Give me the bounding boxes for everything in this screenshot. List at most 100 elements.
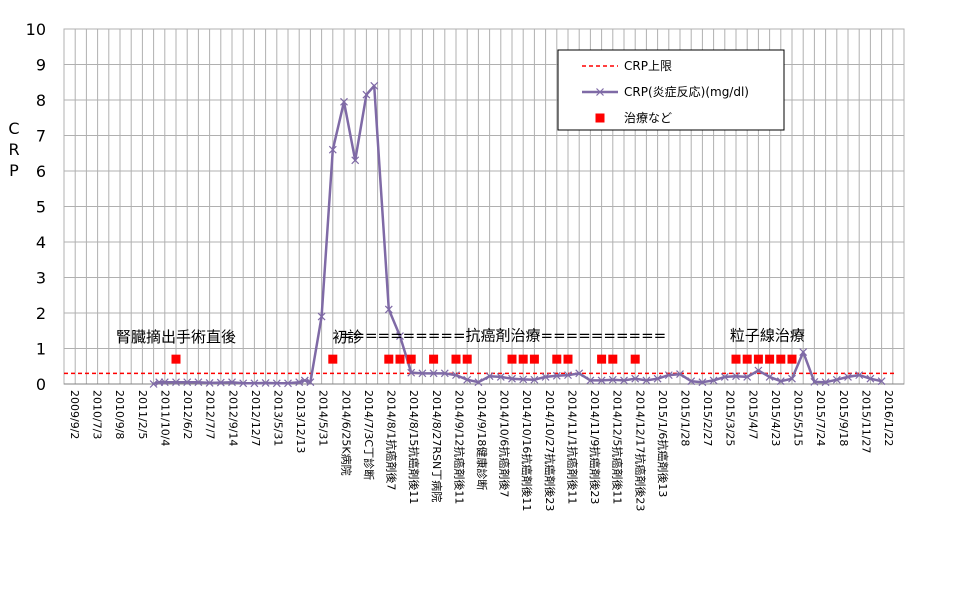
x-tick-label: 2014/11/1抗癌剤後11 bbox=[565, 390, 579, 504]
treatment-marker bbox=[507, 354, 517, 364]
crp-point bbox=[597, 376, 606, 385]
crp-point bbox=[855, 371, 864, 380]
annotation-label: ==========抗癌剤治療========== bbox=[340, 326, 666, 344]
crp-point bbox=[676, 370, 684, 378]
x-tick-label: 2013/5/31 bbox=[272, 390, 285, 446]
y-tick-label: 3 bbox=[36, 269, 46, 288]
crp-point bbox=[183, 378, 192, 387]
crp-point bbox=[351, 156, 360, 165]
crp-point bbox=[698, 378, 707, 387]
crp-point bbox=[519, 375, 528, 384]
x-tick-label: 2014/10/6抗癌剤後7 bbox=[498, 390, 512, 497]
y-tick-label: 7 bbox=[36, 127, 46, 146]
crp-point bbox=[384, 305, 393, 314]
x-tick-label: 2014/12/17抗癌剤後23 bbox=[633, 390, 647, 511]
x-tick-label: 2014/12/5抗癌剤後11 bbox=[611, 390, 625, 504]
x-tick-label: 2012/12/7 bbox=[249, 390, 262, 446]
y-tick-label: 9 bbox=[36, 56, 46, 75]
treatment-marker bbox=[753, 354, 763, 364]
crp-point bbox=[631, 374, 640, 383]
crp-point bbox=[541, 372, 550, 381]
x-tick-label: 2015/5/15 bbox=[792, 390, 805, 446]
annotation-label: 腎臓摘出手術直後 bbox=[116, 328, 236, 346]
crp-point bbox=[575, 369, 584, 378]
crp-point bbox=[709, 376, 718, 385]
treatment-marker bbox=[462, 354, 472, 364]
crp-point bbox=[552, 371, 561, 380]
x-tick-label: 2015/4/7 bbox=[746, 390, 759, 439]
crp-point bbox=[160, 378, 169, 387]
legend: CRP上限 CRP(炎症反応)(mg/dl) 治療など bbox=[557, 49, 785, 131]
x-axis-tick-labels: 2009/9/2 2010/7/3 2010/9/8 2011/2/5 2011/10/… bbox=[68, 390, 895, 511]
crp-point bbox=[530, 375, 539, 384]
crp-point bbox=[664, 371, 673, 380]
crp-point bbox=[799, 348, 808, 356]
x-tick-label: 2014/11/9抗癌剤後23 bbox=[588, 390, 602, 504]
legend-label-treatment: 治療など bbox=[624, 111, 672, 125]
treatment-marker bbox=[171, 354, 181, 364]
annotation-label: 粒子線治療 bbox=[730, 326, 805, 344]
x-tick-label: 2010/7/3 bbox=[91, 390, 104, 439]
crp-point bbox=[205, 379, 214, 387]
crp-point bbox=[300, 376, 309, 385]
crp-point bbox=[877, 377, 886, 386]
crp-point bbox=[155, 378, 164, 387]
y-tick-label: 6 bbox=[36, 162, 46, 181]
crp-point bbox=[216, 378, 225, 387]
treatment-marker bbox=[563, 354, 573, 364]
crp-point bbox=[440, 369, 449, 378]
crp-point bbox=[810, 377, 819, 386]
x-tick-label: 2015/3/25 bbox=[724, 390, 737, 446]
treatment-series bbox=[171, 354, 797, 364]
crp-point bbox=[474, 378, 483, 387]
crp-point bbox=[272, 379, 281, 388]
x-tick-label: 2011/2/5 bbox=[136, 390, 149, 439]
crp-point bbox=[284, 379, 292, 388]
treatment-marker bbox=[529, 354, 539, 364]
crp-point bbox=[370, 81, 379, 90]
crp-point bbox=[228, 378, 236, 387]
crp-point bbox=[452, 371, 460, 380]
x-tick-label: 2015/9/18 bbox=[837, 390, 850, 446]
crp-point bbox=[362, 90, 371, 99]
x-tick-label: 2012/9/14 bbox=[226, 390, 239, 446]
treatment-marker bbox=[731, 354, 741, 364]
x-tick-label: 2013/12/13 bbox=[294, 390, 307, 453]
crp-point bbox=[496, 372, 505, 381]
x-tick-label: 2014/9/18健康診断 bbox=[475, 390, 489, 490]
x-tick-label: 2015/11/27 bbox=[859, 390, 872, 453]
crp-point bbox=[788, 374, 796, 383]
treatment-marker bbox=[597, 354, 607, 364]
crp-point bbox=[149, 380, 158, 388]
crp-point bbox=[340, 97, 348, 106]
y-tick-label: 5 bbox=[36, 198, 46, 217]
crp-point bbox=[844, 372, 852, 381]
x-tick-label: 2015/1/6抗癌剤後13 bbox=[656, 390, 670, 497]
treatment-marker bbox=[406, 354, 416, 364]
x-tick-label: 2009/9/2 bbox=[68, 390, 81, 439]
crp-point bbox=[564, 371, 572, 380]
crp-point bbox=[776, 377, 785, 386]
crp-point bbox=[396, 332, 404, 340]
crp-point bbox=[732, 372, 740, 381]
x-tick-label: 2014/10/16抗癌剤後11 bbox=[520, 390, 534, 511]
treatment-marker bbox=[630, 354, 640, 364]
y-tick-label: 0 bbox=[36, 375, 46, 394]
treatment-marker bbox=[384, 354, 394, 364]
crp-point bbox=[743, 372, 752, 381]
x-tick-label: 2014/8/15抗癌剤後11 bbox=[407, 390, 421, 504]
legend-swatch-crp-marker bbox=[596, 88, 604, 96]
annotations: 腎臓摘出手術直後 初診==========抗癌剤治療========== 粒子線治療 bbox=[116, 326, 805, 346]
crp-point bbox=[317, 312, 326, 321]
crp-point bbox=[720, 372, 729, 381]
crp-point bbox=[765, 372, 774, 381]
crp-point bbox=[653, 374, 662, 383]
y-axis-tick-labels: 0 1 2 3 4 5 6 7 8 9 10 bbox=[26, 20, 46, 394]
treatment-marker bbox=[429, 354, 439, 364]
x-tick-label: 2015/2/27 bbox=[701, 390, 714, 446]
crp-point bbox=[821, 378, 830, 387]
crp-point bbox=[608, 375, 617, 384]
y-tick-label: 10 bbox=[26, 20, 46, 39]
